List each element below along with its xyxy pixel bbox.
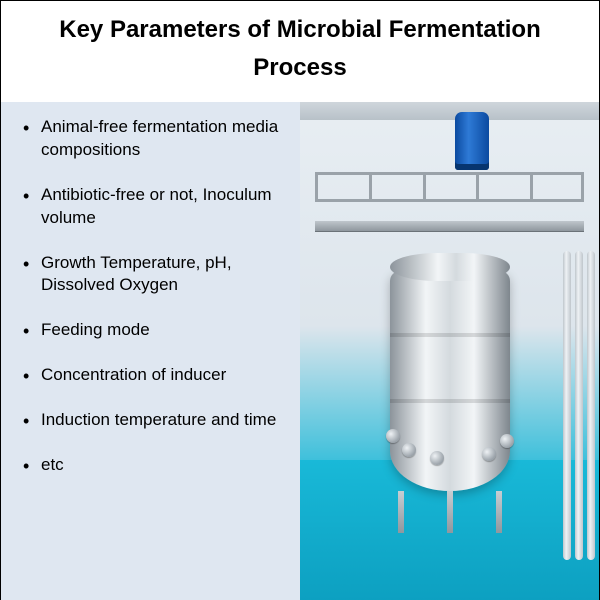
pipe-rack [563, 251, 593, 560]
agitator-motor-icon [455, 112, 489, 170]
content-row: Animal-free fermentation media compositi… [1, 102, 599, 600]
title-block: Key Parameters of Microbial Fermentation… [1, 1, 599, 102]
list-item: Concentration of inducer [23, 364, 290, 387]
platform-railing [315, 172, 584, 202]
title-line-1: Key Parameters of Microbial Fermentation [59, 16, 540, 43]
parameters-list: Animal-free fermentation media compositi… [23, 116, 290, 477]
title-line-2: Process [253, 54, 346, 81]
ceiling-beam [300, 102, 599, 120]
parameters-panel: Animal-free fermentation media compositi… [1, 102, 300, 600]
equipment-image [300, 102, 599, 600]
page-title: Key Parameters of Microbial Fermentation… [1, 11, 599, 88]
list-item: etc [23, 454, 290, 477]
fermenter-vessel-icon [390, 271, 510, 491]
list-item: Antibiotic-free or not, Inoculum volume [23, 184, 290, 230]
list-item: Feeding mode [23, 319, 290, 342]
list-item: Animal-free fermentation media compositi… [23, 116, 290, 162]
work-platform [315, 221, 584, 231]
list-item: Induction temperature and time [23, 409, 290, 432]
list-item: Growth Temperature, pH, Dissolved Oxygen [23, 252, 290, 298]
